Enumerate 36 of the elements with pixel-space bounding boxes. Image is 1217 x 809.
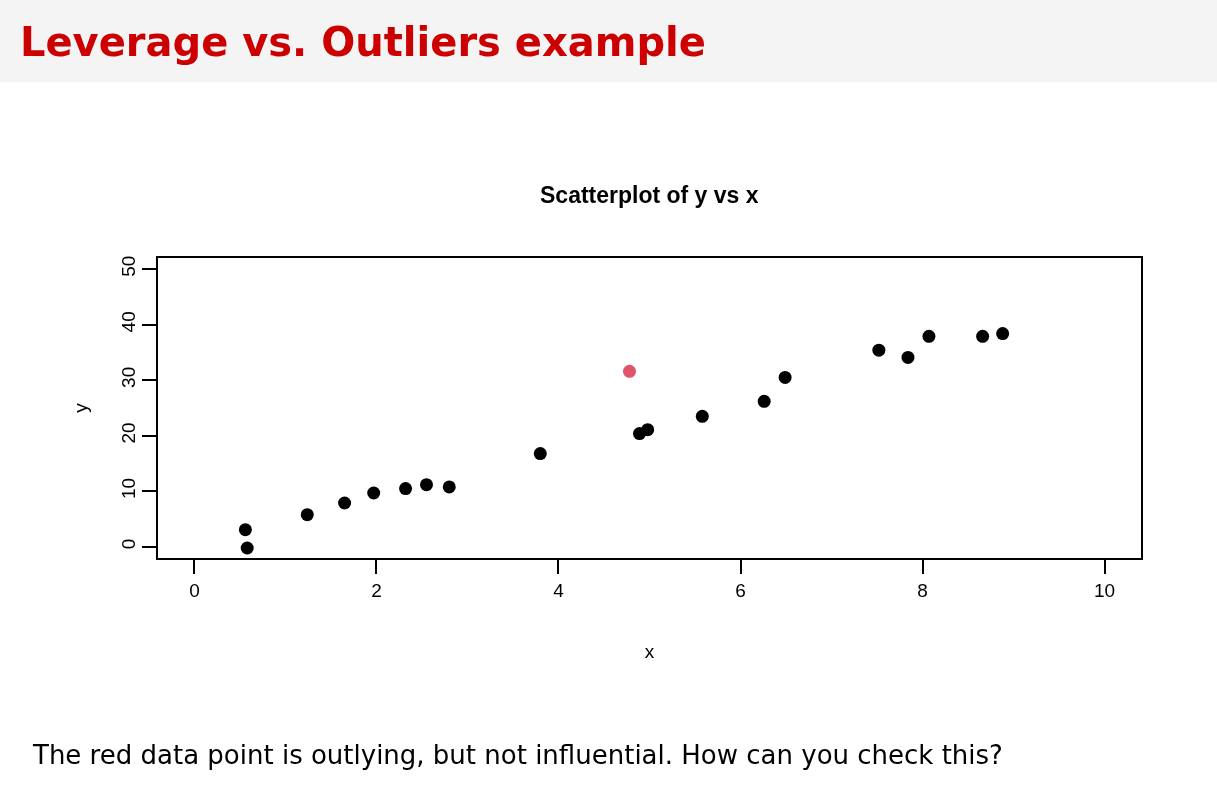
point: [338, 496, 352, 510]
point: [976, 329, 990, 343]
point: [641, 423, 655, 437]
point: [622, 364, 636, 378]
y-tick-label: 0: [117, 538, 139, 550]
point: [399, 482, 413, 496]
y-tick-label: 50: [117, 255, 139, 277]
y-tick-label: 40: [117, 311, 139, 333]
point: [901, 350, 915, 364]
point: [922, 329, 936, 343]
point: [695, 409, 709, 423]
y-axis-title: y: [70, 402, 91, 413]
x-tick-label: 4: [553, 579, 565, 601]
x-tick-label: 8: [917, 579, 928, 601]
point: [872, 343, 886, 357]
point: [420, 478, 433, 492]
chart-title: Leverage vs. Outliers example: [20, 19, 706, 65]
point: [238, 523, 252, 537]
point: [533, 447, 547, 461]
x-tick-label: 6: [735, 579, 746, 601]
point: [300, 508, 314, 522]
point: [367, 486, 381, 500]
point: [996, 327, 1010, 341]
x-axis-title: x: [644, 640, 655, 662]
point: [757, 394, 771, 408]
point: [442, 480, 456, 494]
x-tick-label: 10: [1094, 579, 1116, 601]
y-tick-label: 20: [117, 422, 139, 444]
point: [240, 541, 254, 555]
x-tick-label: 2: [371, 579, 382, 601]
x-tick-label: 0: [189, 579, 200, 601]
y-tick-label: 10: [117, 477, 139, 500]
text: The red data point is outlying, but not influential. How can you check this?: [32, 740, 1003, 770]
y-tick-label: 30: [117, 366, 139, 388]
chart-subtitle: Scatterplot of y vs x: [540, 182, 759, 208]
point: [778, 370, 792, 384]
